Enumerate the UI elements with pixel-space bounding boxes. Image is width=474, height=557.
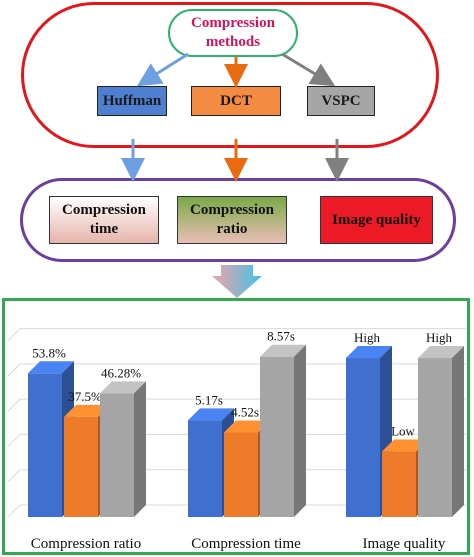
bar-top (260, 344, 306, 357)
bar-top (188, 408, 234, 421)
gridline (7, 363, 21, 377)
gridline (7, 504, 21, 518)
method-huffman: Huffman (97, 86, 167, 116)
arrow-root-to-huffman (136, 52, 189, 87)
bar-side (452, 346, 464, 517)
bar-front (28, 373, 62, 517)
gridline (7, 328, 21, 341)
bar-value-label: 8.57s (267, 329, 295, 344)
bar-front (382, 451, 416, 517)
category-tick-label: Compression time (191, 536, 301, 552)
bar-top (382, 439, 428, 452)
bar-top (418, 346, 464, 359)
bar-value-label: 37.5% (68, 389, 102, 404)
methods-capsule (21, 2, 439, 148)
gridline (7, 434, 21, 447)
bar-side (294, 344, 306, 517)
bar-front (64, 416, 98, 517)
fat-down-arrow (212, 265, 262, 298)
category-tick-label: Image quality (363, 536, 446, 552)
bar-top (64, 404, 110, 417)
bar-front (188, 420, 222, 517)
bar-value-label: High (426, 330, 453, 345)
bar-value-label: Low (391, 424, 415, 439)
bar-value-label: 5.17s (195, 392, 223, 407)
metric-compression-ratio: Compression ratio (177, 196, 287, 244)
bar-value-label: 46.28% (101, 365, 141, 380)
bar-front (260, 356, 294, 517)
bar-top (224, 420, 270, 433)
arrow-root-to-vspc (281, 52, 336, 87)
gridline (7, 469, 21, 483)
metric-image-quality: Image quality (320, 196, 433, 244)
bar-value-label: 53.8% (32, 345, 66, 360)
compression-methods-node: Compression methods (168, 9, 298, 57)
connector-arrows (121, 52, 349, 298)
metric-compression-time: Compression time (49, 196, 159, 244)
bar-top (28, 361, 74, 374)
method-vspc: VSPC (307, 86, 375, 116)
bar-value-label: High (354, 330, 381, 345)
category-tick-label: Compression ratio (31, 536, 141, 552)
bar-front (100, 393, 134, 517)
bar-value-label: 4.52s (231, 404, 259, 419)
results-chart-panel (2, 298, 470, 555)
bar-side (134, 381, 146, 517)
bar-front (418, 358, 452, 517)
bar-front (224, 432, 258, 517)
bar-top (100, 381, 146, 394)
gridline (7, 398, 21, 412)
bar-top (346, 346, 392, 359)
bar-front (346, 358, 380, 517)
